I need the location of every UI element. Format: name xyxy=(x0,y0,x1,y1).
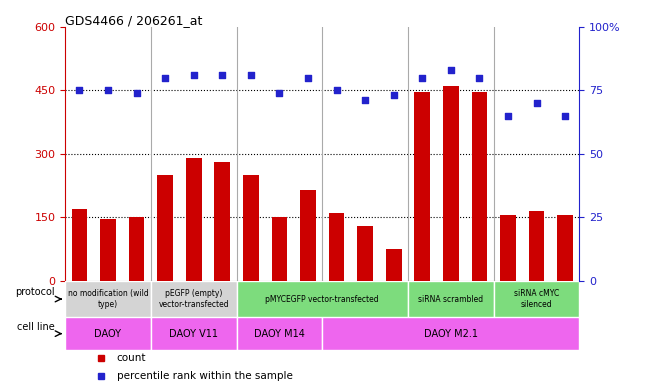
Bar xyxy=(65,281,151,318)
Bar xyxy=(300,190,316,281)
Bar xyxy=(151,318,236,350)
Text: percentile rank within the sample: percentile rank within the sample xyxy=(117,371,292,381)
Point xyxy=(303,74,313,81)
Bar xyxy=(243,175,258,281)
Bar xyxy=(557,215,573,281)
Point xyxy=(389,92,399,98)
Bar xyxy=(443,86,459,281)
Text: siRNA scrambled: siRNA scrambled xyxy=(418,295,484,303)
Text: count: count xyxy=(117,353,146,363)
Point xyxy=(189,72,199,78)
Point xyxy=(445,67,456,73)
Point xyxy=(74,87,85,93)
Text: DAOY M2.1: DAOY M2.1 xyxy=(424,329,478,339)
Bar xyxy=(65,318,151,350)
Bar xyxy=(158,175,173,281)
Text: DAOY V11: DAOY V11 xyxy=(169,329,218,339)
Text: GDS4466 / 206261_at: GDS4466 / 206261_at xyxy=(65,14,202,27)
Bar xyxy=(100,219,116,281)
Bar xyxy=(415,93,430,281)
Bar xyxy=(271,217,287,281)
Point xyxy=(274,90,284,96)
Text: pEGFP (empty)
vector-transfected: pEGFP (empty) vector-transfected xyxy=(158,290,229,309)
Text: no modification (wild
type): no modification (wild type) xyxy=(68,290,148,309)
Bar xyxy=(329,213,344,281)
Bar xyxy=(236,318,322,350)
Bar xyxy=(186,158,202,281)
Bar xyxy=(357,226,373,281)
Bar xyxy=(493,281,579,318)
Text: pMYCEGFP vector-transfected: pMYCEGFP vector-transfected xyxy=(266,295,379,303)
Point xyxy=(103,87,113,93)
Point xyxy=(503,113,513,119)
Point xyxy=(474,74,484,81)
Bar xyxy=(529,211,544,281)
Text: protocol: protocol xyxy=(15,287,55,297)
Bar xyxy=(471,93,487,281)
Bar xyxy=(72,209,87,281)
Point xyxy=(132,90,142,96)
Point xyxy=(217,72,227,78)
Text: DAOY M14: DAOY M14 xyxy=(254,329,305,339)
Text: DAOY: DAOY xyxy=(94,329,122,339)
Point xyxy=(331,87,342,93)
Point xyxy=(360,98,370,104)
Point xyxy=(531,100,542,106)
Bar xyxy=(386,249,402,281)
Point xyxy=(160,74,171,81)
Bar xyxy=(236,281,408,318)
Bar xyxy=(129,217,145,281)
Point xyxy=(245,72,256,78)
Bar xyxy=(408,281,493,318)
Point xyxy=(560,113,570,119)
Bar xyxy=(151,281,236,318)
Text: siRNA cMYC
silenced: siRNA cMYC silenced xyxy=(514,290,559,309)
Bar xyxy=(322,318,579,350)
Bar xyxy=(214,162,230,281)
Text: cell line: cell line xyxy=(17,322,55,332)
Point xyxy=(417,74,428,81)
Bar xyxy=(500,215,516,281)
